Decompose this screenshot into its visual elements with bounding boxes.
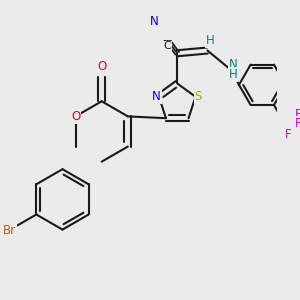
Text: F: F	[296, 116, 300, 130]
Text: N: N	[149, 15, 158, 28]
Text: F: F	[296, 108, 300, 121]
Text: C: C	[164, 41, 172, 51]
Text: N: N	[152, 90, 161, 103]
Text: Br: Br	[2, 224, 16, 237]
Text: F: F	[284, 128, 291, 140]
Text: H: H	[206, 34, 214, 47]
Text: O: O	[97, 61, 106, 74]
Text: H: H	[229, 68, 237, 81]
Text: S: S	[195, 90, 202, 103]
Text: O: O	[71, 110, 80, 123]
Text: N: N	[229, 58, 237, 71]
